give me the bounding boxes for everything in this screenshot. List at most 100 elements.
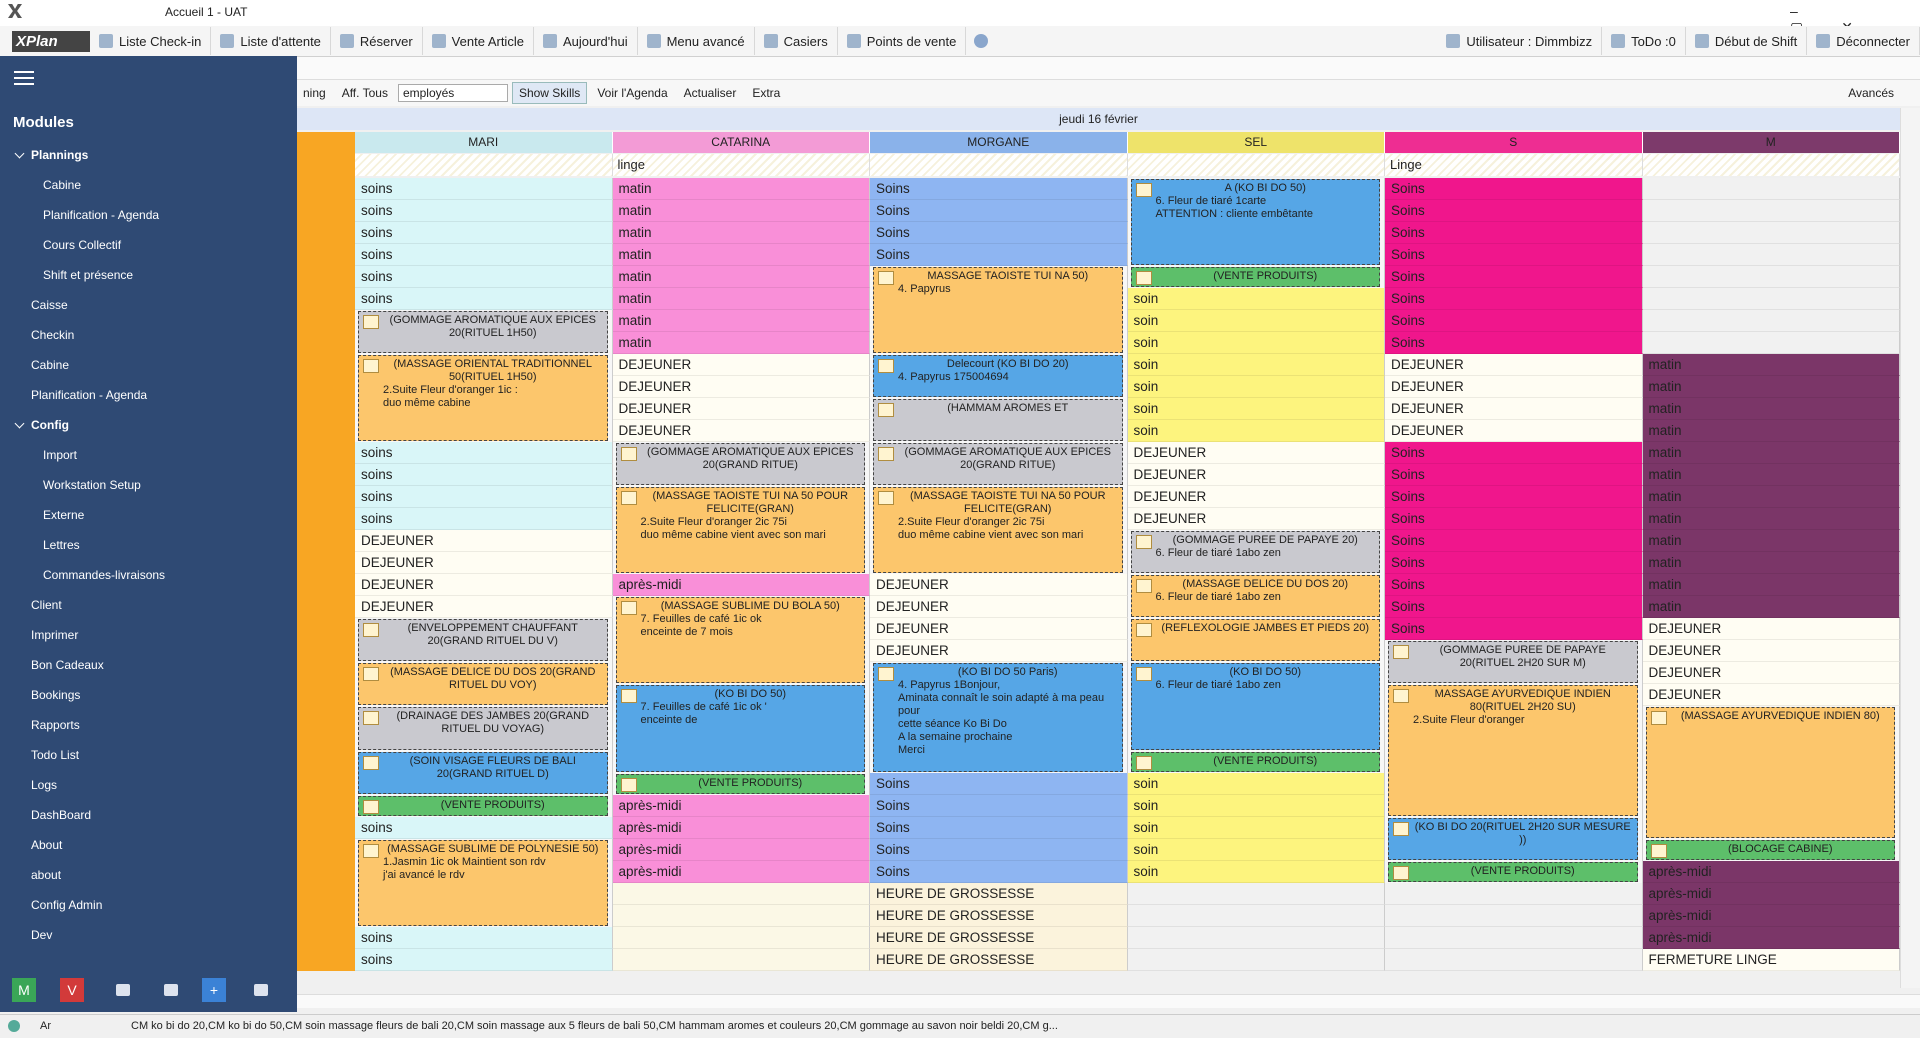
time-slot[interactable]: soin: [1127, 860, 1385, 883]
time-slot[interactable]: [1385, 948, 1643, 971]
subtoolbar-button[interactable]: Aff. Tous: [341, 86, 388, 100]
delete-button[interactable]: [164, 984, 178, 996]
time-slot[interactable]: DEJEUNER: [870, 618, 1128, 641]
time-slot[interactable]: DEJEUNER: [1642, 684, 1900, 707]
time-slot[interactable]: Soins: [870, 177, 1128, 200]
time-slot[interactable]: HEURE DE GROSSESSE: [870, 904, 1128, 927]
time-slot[interactable]: soins: [355, 486, 613, 509]
time-slot[interactable]: soin: [1127, 397, 1385, 420]
time-slot[interactable]: matin: [612, 177, 870, 200]
time-slot[interactable]: Soins: [1385, 265, 1643, 288]
time-slot[interactable]: Soins: [870, 816, 1128, 839]
time-slot[interactable]: Soins: [1385, 508, 1643, 531]
appointment[interactable]: (DRAINAGE DES JAMBES 20(GRAND RITUEL DU …: [358, 707, 608, 750]
sidebar-item[interactable]: Externe: [43, 508, 85, 522]
time-slot[interactable]: [1642, 221, 1900, 244]
time-slot[interactable]: [1642, 287, 1900, 310]
time-slot[interactable]: matin: [612, 199, 870, 222]
appointment[interactable]: (VENTE PRODUITS): [1130, 266, 1380, 287]
time-slot[interactable]: Soins: [870, 794, 1128, 817]
appointment[interactable]: (MASSAGE AYURVEDIQUE INDIEN 80): [1645, 707, 1895, 838]
time-slot[interactable]: Soins: [1385, 441, 1643, 464]
time-slot[interactable]: matin: [1642, 353, 1900, 376]
subtoolbar-button[interactable]: ning: [303, 86, 326, 100]
time-slot[interactable]: [1642, 243, 1900, 266]
sidebar-item[interactable]: Config Admin: [31, 898, 103, 912]
time-slot[interactable]: soin: [1127, 772, 1385, 795]
time-slot[interactable]: DEJEUNER: [870, 574, 1128, 597]
appointment[interactable]: (KO BI DO 50) 6. Fleur de tiaré 1abo zen: [1130, 663, 1380, 750]
time-slot[interactable]: soin: [1127, 838, 1385, 861]
appointment[interactable]: A (KO BI DO 50) 6. Fleur de tiaré 1carte A…: [1130, 178, 1380, 265]
sidebar-item[interactable]: Bookings: [31, 688, 81, 702]
sidebar-item[interactable]: DashBoard: [31, 808, 92, 822]
time-slot[interactable]: Soins: [1385, 177, 1643, 200]
time-slot[interactable]: soins: [355, 816, 613, 839]
appointment[interactable]: (REFLEXOLOGIE JAMBES ET PIEDS 20): [1130, 619, 1380, 662]
time-slot[interactable]: [1127, 904, 1385, 927]
time-slot[interactable]: DEJEUNER: [870, 640, 1128, 663]
sidebar-item[interactable]: about: [31, 868, 62, 882]
sidebar-item[interactable]: About: [31, 838, 63, 852]
time-slot[interactable]: soins: [355, 221, 613, 244]
appointment[interactable]: (MASSAGE ORIENTAL TRADITIONNEL 50(RITUEL…: [358, 354, 608, 441]
time-slot[interactable]: HEURE DE GROSSESSE: [870, 926, 1128, 949]
appointment[interactable]: (ENVELOPPEMENT CHAUFFANT 20(GRAND RITUEL…: [358, 619, 608, 662]
appointment[interactable]: (KO BI DO 50 Paris) 4. Papyrus 1Bonjour, A…: [873, 663, 1123, 772]
time-slot[interactable]: matin: [1642, 530, 1900, 553]
time-slot[interactable]: Soins: [1385, 574, 1643, 597]
sidebar-item[interactable]: Client: [31, 598, 62, 612]
time-slot[interactable]: DEJEUNER: [870, 596, 1128, 619]
toolbar-button[interactable]: Vente Article: [423, 27, 534, 55]
appointment[interactable]: (GOMMAGE PUREE DE PAPAYE 20) 6. Fleur de …: [1130, 531, 1380, 574]
sidebar-item[interactable]: Bon Cadeaux: [31, 658, 104, 672]
time-slot[interactable]: DEJEUNER: [355, 574, 613, 597]
toolbar-button[interactable]: Début de Shift: [1686, 27, 1808, 55]
time-slot[interactable]: [612, 948, 870, 971]
time-slot[interactable]: après-midi: [612, 838, 870, 861]
time-slot[interactable]: après-midi: [1642, 882, 1900, 905]
vertical-scrollbar[interactable]: [1900, 108, 1920, 988]
time-slot[interactable]: DEJEUNER: [1385, 353, 1643, 376]
time-slot[interactable]: matin: [1642, 596, 1900, 619]
time-slot[interactable]: matin: [1642, 552, 1900, 575]
sidebar-item[interactable]: Checkin: [31, 328, 75, 342]
time-slot[interactable]: [1127, 882, 1385, 905]
appointment[interactable]: (MASSAGE DELICE DU DOS 20(GRAND RITUEL D…: [358, 663, 608, 706]
time-slot[interactable]: Soins: [1385, 552, 1643, 575]
sidebar-item[interactable]: Logs: [31, 778, 58, 792]
time-slot[interactable]: DEJEUNER: [1127, 464, 1385, 487]
time-slot[interactable]: Soins: [1385, 618, 1643, 641]
time-slot[interactable]: Soins: [870, 772, 1128, 795]
time-slot[interactable]: matin: [1642, 375, 1900, 398]
time-slot[interactable]: [1642, 177, 1900, 200]
time-slot[interactable]: Soins: [1385, 530, 1643, 553]
time-slot[interactable]: [612, 882, 870, 905]
appointment[interactable]: (VENTE PRODUITS): [615, 773, 865, 794]
sidebar-item[interactable]: Dev: [31, 928, 53, 942]
time-slot[interactable]: DEJEUNER: [612, 375, 870, 398]
time-slot[interactable]: DEJEUNER: [1642, 662, 1900, 685]
time-slot[interactable]: DEJEUNER: [1127, 486, 1385, 509]
time-slot[interactable]: [612, 926, 870, 949]
subtoolbar-button[interactable]: Voir l'Agenda: [597, 86, 668, 100]
sidebar-item[interactable]: Cabine: [43, 178, 82, 192]
appointment[interactable]: (MASSAGE SUBLIME DU BOLA 50) 7. Feuilles …: [615, 597, 865, 684]
time-slot[interactable]: Soins: [870, 838, 1128, 861]
time-slot[interactable]: DEJEUNER: [355, 596, 613, 619]
time-slot[interactable]: matin: [612, 331, 870, 354]
appointment[interactable]: (BLOCAGE CABINE): [1645, 839, 1895, 860]
sidebar-group[interactable]: Config: [31, 418, 69, 432]
time-slot[interactable]: matin: [612, 221, 870, 244]
toolbar-button[interactable]: Menu avancé: [638, 27, 755, 55]
time-slot[interactable]: Soins: [1385, 331, 1643, 354]
time-slot[interactable]: après-midi: [612, 816, 870, 839]
toolbar-button[interactable]: Casiers: [755, 27, 838, 55]
time-slot[interactable]: Soins: [1385, 309, 1643, 332]
time-slot[interactable]: [1642, 331, 1900, 354]
time-slot[interactable]: soin: [1127, 375, 1385, 398]
time-slot[interactable]: DEJEUNER: [1385, 397, 1643, 420]
time-slot[interactable]: Soins: [870, 860, 1128, 883]
time-slot[interactable]: soins: [355, 177, 613, 200]
time-slot[interactable]: DEJEUNER: [612, 353, 870, 376]
